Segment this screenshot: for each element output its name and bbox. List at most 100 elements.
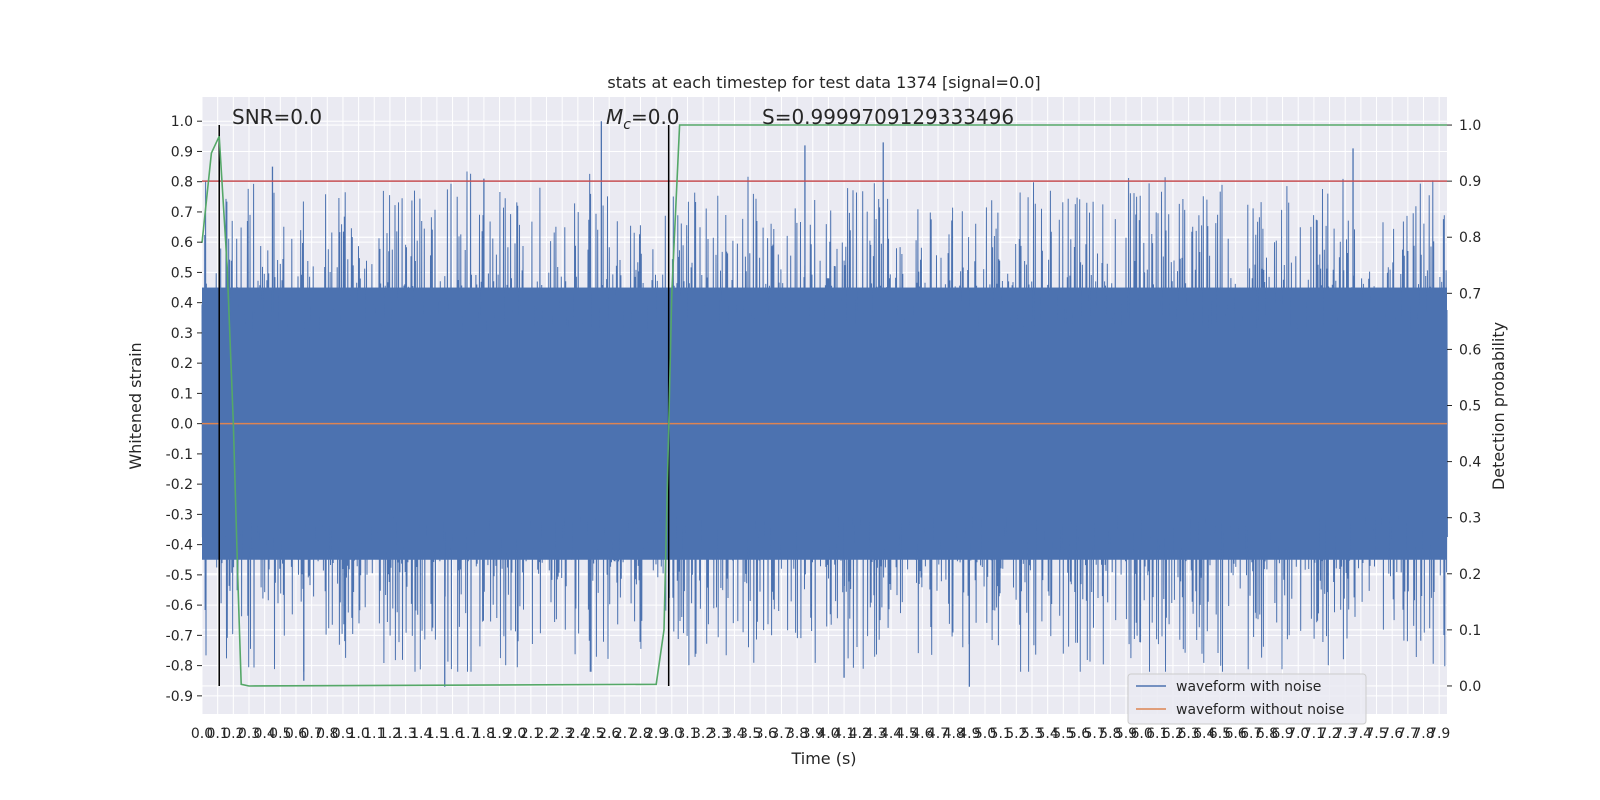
y2-tick-label: 0.0 <box>1459 679 1481 695</box>
x-tick-label: 7.5 <box>1365 726 1387 742</box>
legend-box <box>1127 673 1367 725</box>
x-tick-label: 3.0 <box>661 726 683 742</box>
x-tick-label: 0.0 <box>191 726 213 742</box>
y-tick-label: -0.1 <box>166 447 193 463</box>
legend-label-noise: waveform with noise <box>1176 679 1321 695</box>
x-axis-label: Time (s) <box>790 749 856 768</box>
y2-axis-label: Detection probability <box>1489 322 1508 490</box>
x-tick-label: 6.6 <box>1224 726 1246 742</box>
detection-probability-line <box>201 124 1447 687</box>
x-tick-label: 0.4 <box>254 726 276 742</box>
x-tick-label: 5.4 <box>1037 726 1059 742</box>
x-tick-label: 0.1 <box>207 726 229 742</box>
y-tick-label: -0.6 <box>166 598 193 614</box>
x-tick-label: 4.0 <box>817 726 839 742</box>
waveform-noise-path <box>201 171 1448 672</box>
x-tick-label: 2.3 <box>551 726 573 742</box>
x-tick-label: 2.8 <box>629 726 651 742</box>
mc-annotation: Mc=0.0 <box>606 105 680 133</box>
y2-tick-label: 0.3 <box>1459 511 1481 527</box>
x-tick-label: 4.8 <box>943 726 965 742</box>
x-tick-label: 0.7 <box>300 726 322 742</box>
x-tick-label: 7.6 <box>1381 726 1403 742</box>
x-tick-label: 6.7 <box>1240 726 1262 742</box>
x-tick-label: 7.2 <box>1318 726 1340 742</box>
snr-annotation: SNR=0.0 <box>232 105 322 129</box>
x-tick-label: 4.4 <box>880 726 902 742</box>
mc-value: =0.0 <box>631 105 680 129</box>
x-tick-label: 3.7 <box>770 726 792 742</box>
x-tick-label: 3.3 <box>708 726 730 742</box>
x-tick-label: 7.3 <box>1334 726 1356 742</box>
x-tick-label: 2.9 <box>645 726 667 742</box>
chart-title: stats at each timestep for test data 137… <box>607 73 1040 92</box>
y-tick-label: 0.4 <box>171 296 193 312</box>
x-tick-label: 3.2 <box>692 726 714 742</box>
x-tick-label: 5.7 <box>1084 726 1106 742</box>
x-tick-label: 2.2 <box>535 726 557 742</box>
x-tick-label: 3.4 <box>723 726 745 742</box>
mc-symbol: M <box>606 105 623 129</box>
x-tick-label: 4.9 <box>958 726 980 742</box>
x-tick-label: 0.8 <box>316 726 338 742</box>
y-axis-ticks: 1.0 0.9 0.8 0.7 0.6 0.5 0.4 0.3 0.2 0.1 0.0 -0.1 -0.… <box>166 114 202 705</box>
x-tick-label: 7.9 <box>1428 726 1450 742</box>
y-tick-label: -0.9 <box>166 689 193 705</box>
x-tick-label: 4.6 <box>911 726 933 742</box>
y-tick-label: 0.5 <box>171 265 193 281</box>
x-tick-label: 4.1 <box>833 726 855 742</box>
y-tick-label: -0.2 <box>166 477 193 493</box>
y-tick-label: 0.1 <box>171 386 193 402</box>
x-tick-label: 2.4 <box>567 726 589 742</box>
x-tick-label: 4.5 <box>896 726 918 742</box>
x-tick-label: 1.8 <box>473 726 495 742</box>
y-tick-label: 0.8 <box>171 175 193 191</box>
s-annotation: S=0.9999709129333496 <box>762 105 1014 129</box>
y-tick-label: 0.9 <box>171 144 193 160</box>
x-tick-label: 5.6 <box>1068 726 1090 742</box>
x-tick-label: 3.6 <box>755 726 777 742</box>
legend: waveform with noise waveform without noi… <box>1127 673 1367 725</box>
y-tick-label: 1.0 <box>171 114 193 130</box>
x-tick-label: 1.3 <box>394 726 416 742</box>
x-tick-label: 3.5 <box>739 726 761 742</box>
x-tick-label: 5.0 <box>974 726 996 742</box>
x-tick-label: 4.2 <box>849 726 871 742</box>
x-tick-label: 2.6 <box>598 726 620 742</box>
x-tick-label: 5.2 <box>1005 726 1027 742</box>
mc-subscript: c <box>623 117 631 133</box>
y2-tick-label: 0.8 <box>1459 230 1481 246</box>
annotations: SNR=0.0 Mc=0.0 S=0.9999709129333496 <box>232 105 1014 133</box>
x-tick-label: 1.5 <box>426 726 448 742</box>
x-tick-label: 1.1 <box>363 726 385 742</box>
x-tick-label: 1.7 <box>457 726 479 742</box>
y2-axis-ticks: 1.0 0.9 0.8 0.7 0.6 0.5 0.4 0.3 0.2 0.1 0.0 <box>1447 118 1481 695</box>
y2-tick-label: 0.1 <box>1459 623 1481 639</box>
x-tick-label: 5.3 <box>1021 726 1043 742</box>
x-tick-label: 7.4 <box>1350 726 1372 742</box>
x-tick-label: 4.7 <box>927 726 949 742</box>
x-tick-label: 5.5 <box>1052 726 1074 742</box>
x-tick-label: 6.2 <box>1162 726 1184 742</box>
x-tick-label: 1.4 <box>410 726 432 742</box>
y-tick-label: -0.3 <box>166 507 193 523</box>
x-tick-label: 7.8 <box>1412 726 1434 742</box>
y-tick-label: -0.5 <box>166 568 193 584</box>
x-tick-label: 1.0 <box>347 726 369 742</box>
y2-tick-label: 0.5 <box>1459 399 1481 415</box>
x-tick-label: 2.0 <box>504 726 526 742</box>
y2-tick-label: 1.0 <box>1459 118 1481 134</box>
y-tick-label: 0.0 <box>171 417 193 433</box>
x-tick-label: 1.6 <box>441 726 463 742</box>
x-tick-label: 6.9 <box>1271 726 1293 742</box>
x-tick-label: 5.8 <box>1099 726 1121 742</box>
y2-tick-label: 0.7 <box>1459 286 1481 302</box>
y-axis-label: Whitened strain <box>126 342 145 469</box>
y-tick-label: 0.7 <box>171 205 193 221</box>
x-tick-label: 7.7 <box>1397 726 1419 742</box>
x-tick-label: 6.8 <box>1256 726 1278 742</box>
x-tick-label: 6.5 <box>1209 726 1231 742</box>
x-tick-label: 2.1 <box>520 726 542 742</box>
x-tick-label: 6.0 <box>1130 726 1152 742</box>
